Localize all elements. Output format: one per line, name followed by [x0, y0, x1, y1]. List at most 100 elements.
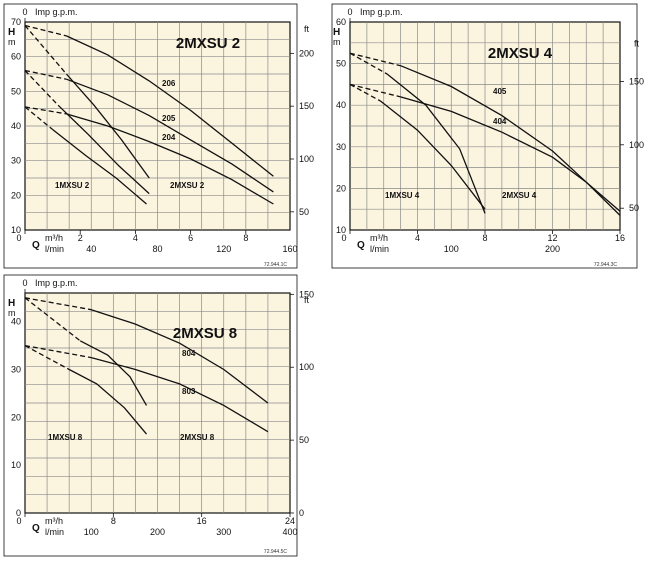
panel-frame: [331, 3, 638, 269]
top-axis-label: Imp g.p.m.: [35, 7, 78, 17]
lpm-tick-label: 200: [150, 527, 165, 537]
q-tick-label: 0: [341, 233, 346, 243]
y-tick-label: 40: [11, 121, 21, 131]
q-axis-unit: m³/h: [45, 233, 63, 243]
lpm-tick-label: 400: [282, 527, 297, 537]
curve-label: 804: [182, 349, 196, 358]
lpm-axis-unit: l/min: [45, 527, 64, 537]
ft-tick-label: 150: [299, 289, 314, 299]
curve-label: 803: [182, 387, 196, 396]
q-tick-label: 0: [16, 233, 21, 243]
q-tick-label: 8: [482, 233, 487, 243]
figure-code: 72.944.5C: [264, 549, 287, 555]
y-axis-head: H: [8, 27, 15, 38]
figure-code: 72.944.3C: [594, 262, 617, 268]
panel-frame: [3, 3, 298, 269]
curve-label: 404: [493, 117, 507, 126]
curve-solid-part: [379, 100, 486, 210]
lpm-axis-unit: l/min: [45, 244, 64, 254]
ft-tick-label: 150: [299, 101, 314, 111]
q-tick-label: 4: [133, 233, 138, 243]
y-tick-label: 40: [11, 317, 21, 327]
q-tick-label: 8: [243, 233, 248, 243]
y-tick-label: 70: [11, 17, 21, 27]
q-tick-label: 12: [547, 233, 557, 243]
chart-title: 2MXSU 8: [173, 325, 237, 342]
curve-solid-part: [91, 356, 269, 433]
ft-axis-label: ft: [304, 295, 310, 305]
q-tick-label: 4: [415, 233, 420, 243]
y-tick-label: 50: [11, 86, 21, 96]
lpm-tick-label: 300: [216, 527, 231, 537]
ft-tick-label: 150: [629, 76, 644, 86]
curve-dashed-part: [349, 52, 401, 67]
y-tick-label: 20: [11, 412, 21, 422]
curve-dashed-part: [349, 83, 401, 98]
ft-tick-label: 100: [299, 362, 314, 372]
curve-dashed-part: [24, 345, 70, 371]
curve-solid-part: [65, 73, 150, 179]
lpm-tick-label: 40: [86, 244, 96, 254]
lpm-tick-label: 100: [84, 527, 99, 537]
ft-tick-label: 0: [299, 508, 304, 518]
ft-tick-label: 50: [629, 203, 639, 213]
curve-dashed-part: [349, 52, 388, 75]
y-axis-unit: m: [8, 37, 16, 47]
curve-solid-part: [79, 340, 148, 406]
top-axis-label: Imp g.p.m.: [360, 7, 403, 17]
q-axis-head: Q: [32, 523, 40, 534]
y-axis-unit: m: [8, 308, 16, 318]
ft-axis-label: ft: [634, 39, 640, 49]
curve-solid-part: [57, 104, 150, 195]
curve-dashed-part: [24, 297, 81, 342]
y-tick-label: 10: [11, 225, 21, 235]
curve-solid-part: [386, 73, 486, 214]
y-tick-label: 20: [11, 190, 21, 200]
q-tick-label: 2: [78, 233, 83, 243]
figure-code: 72.944.1C: [264, 262, 287, 268]
q-tick-label: 24: [285, 516, 295, 526]
ft-tick-label: 100: [299, 154, 314, 164]
curve-solid-part: [52, 128, 147, 205]
y-tick-label: 30: [336, 142, 346, 152]
y-tick-label: 10: [336, 225, 346, 235]
region-label: 1MXSU 8: [48, 433, 83, 442]
curve-solid-part: [68, 368, 147, 435]
y-axis-head: H: [8, 298, 15, 309]
q-tick-label: 0: [16, 516, 21, 526]
y-axis-head: H: [333, 27, 340, 38]
curve-dashed-part: [24, 106, 54, 131]
y-tick-label: 60: [11, 52, 21, 62]
curve-solid-part: [400, 96, 621, 212]
top-tick-label: 0: [22, 278, 27, 288]
curve-label: 205: [162, 114, 176, 123]
curve-solid-part: [66, 113, 274, 205]
lpm-tick-label: 120: [216, 244, 231, 254]
y-tick-label: 20: [336, 183, 346, 193]
region-label: 2MXSU 2: [170, 181, 205, 190]
top-tick-label: 0: [347, 7, 352, 17]
q-axis-unit: m³/h: [370, 233, 388, 243]
lpm-tick-label: 160: [282, 244, 297, 254]
curve-dashed-part: [24, 106, 67, 115]
q-tick-label: 6: [188, 233, 193, 243]
curve-dashed-part: [24, 25, 67, 75]
lpm-tick-label: 80: [152, 244, 162, 254]
lpm-tick-label: 200: [545, 244, 560, 254]
curve-label: 204: [162, 133, 176, 142]
y-tick-label: 40: [336, 100, 346, 110]
curve-solid-part: [91, 309, 269, 404]
ft-tick-label: 100: [629, 140, 644, 150]
q-axis-head: Q: [357, 240, 365, 251]
ft-tick-label: 50: [299, 207, 309, 217]
curve-solid-part: [66, 35, 274, 177]
y-tick-label: 30: [11, 365, 21, 375]
chart-panel-3: 010203040Hm050100150ft020406080Imp g.p.m…: [3, 274, 314, 557]
ft-tick-label: 50: [299, 435, 309, 445]
region-label: 2MXSU 8: [180, 433, 215, 442]
chart-title: 2MXSU 2: [176, 35, 240, 52]
curve-label: 405: [493, 87, 507, 96]
chart-title: 2MXSU 4: [488, 45, 553, 62]
y-tick-label: 0: [16, 508, 21, 518]
y-tick-label: 30: [11, 156, 21, 166]
